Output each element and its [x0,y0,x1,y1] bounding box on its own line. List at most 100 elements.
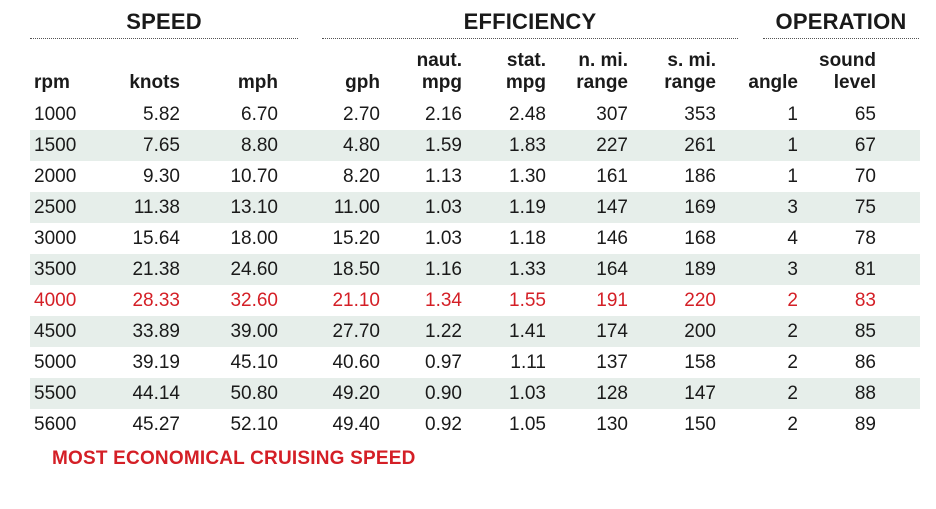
cell-stat-mpg: 1.55 [509,289,546,311]
header-mph: mph [237,72,278,93]
cell-gph: 4.80 [278,130,380,161]
cell-gph: 49.20 [278,378,380,409]
cell-sound-level: 78 [854,227,876,249]
cell-n-mi-range: 174 [546,316,628,347]
cell-naut-mpg: 1.03 [380,192,462,223]
table-row: 3000 15.64 18.00 15.20 1.03 1.18 146 168 4 78 [30,223,920,254]
cell-s-mi-range: 189 [628,254,716,285]
cell-knots: 28.33 [132,289,180,311]
header-sound-level: sound level [819,50,876,93]
cell-s-mi-range: 158 [684,351,716,373]
cell-knots: 45.27 [132,413,180,435]
cell-s-mi-range: 261 [628,130,716,161]
table-row: 1000 5.82 6.70 2.70 2.16 2.48 307 353 1 65 [30,99,920,130]
cell-mph: 39.00 [180,316,278,347]
cell-rpm: 2500 [30,192,100,223]
cell-n-mi-range: 147 [546,192,628,223]
table-row: 1500 7.65 8.80 4.80 1.59 1.83 227 261 1 67 [30,130,920,161]
cell-s-mi-range: 147 [628,378,716,409]
cell-naut-mpg: 0.90 [380,378,462,409]
section-title-speed: SPEED [126,9,202,34]
cell-naut-mpg: 0.97 [425,351,462,373]
cell-spacer [876,285,920,316]
header-s-mi-range: s. mi. range [664,50,716,93]
header-knots: knots [129,72,180,93]
cell-knots: 33.89 [100,316,180,347]
cell-gph: 11.00 [278,192,380,223]
cell-rpm: 5000 [34,351,77,373]
cell-naut-mpg: 0.92 [425,413,462,435]
cell-naut-mpg: 1.34 [425,289,462,311]
cell-stat-mpg: 1.33 [462,254,546,285]
cell-mph: 50.80 [180,378,278,409]
cell-naut-mpg: 2.16 [425,103,462,125]
cell-s-mi-range: 169 [628,192,716,223]
cell-gph: 18.50 [278,254,380,285]
cell-spacer [876,378,920,409]
cell-s-mi-range: 353 [684,103,716,125]
header-angle: angle [748,72,798,93]
cell-s-mi-range: 150 [684,413,716,435]
cell-knots: 15.64 [132,227,180,249]
table-header-row: rpm knots mph gph naut. mpg stat. mpg n. m… [30,40,920,99]
cell-gph: 8.20 [343,165,380,187]
section-divider-operation [763,38,919,39]
cell-s-mi-range: 220 [684,289,716,311]
cell-mph: 32.60 [230,289,278,311]
cell-naut-mpg: 1.03 [425,227,462,249]
cell-rpm: 3000 [34,227,77,249]
cell-spacer [876,161,920,192]
cell-stat-mpg: 1.11 [510,351,546,373]
cell-knots: 5.82 [143,103,180,125]
cell-naut-mpg: 1.13 [425,165,462,187]
section-divider-efficiency [322,38,738,39]
cell-n-mi-range: 128 [546,378,628,409]
cell-sound-level: 89 [854,413,876,435]
cell-spacer [876,99,920,130]
cell-s-mi-range: 168 [684,227,716,249]
cell-stat-mpg: 1.05 [509,413,546,435]
cell-knots: 11.38 [100,192,180,223]
cell-angle: 1 [716,130,798,161]
table-row: 5000 39.19 45.10 40.60 0.97 1.11 137 158 2 86 [30,347,920,378]
cell-mph: 18.00 [230,227,278,249]
cell-gph: 49.40 [332,413,380,435]
cell-sound-level: 67 [798,130,876,161]
cell-n-mi-range: 161 [596,165,628,187]
cell-n-mi-range: 227 [546,130,628,161]
cell-knots: 44.14 [100,378,180,409]
legend-note: MOST ECONOMICAL CRUISING SPEED [52,448,416,469]
cell-n-mi-range: 191 [596,289,628,311]
header-naut-mpg: naut. mpg [416,50,462,93]
cell-gph: 27.70 [278,316,380,347]
cell-s-mi-range: 186 [684,165,716,187]
cell-mph: 8.80 [180,130,278,161]
cell-mph: 24.60 [180,254,278,285]
header-gph: gph [345,72,380,93]
cell-sound-level: 83 [854,289,876,311]
cell-n-mi-range: 130 [596,413,628,435]
cell-angle: 3 [716,254,798,285]
table-row: 3500 21.38 24.60 18.50 1.16 1.33 164 189 3 81 [30,254,920,285]
cell-sound-level: 70 [854,165,876,187]
cell-angle: 2 [716,378,798,409]
cell-spacer [876,409,920,440]
cell-n-mi-range: 307 [596,103,628,125]
cell-stat-mpg: 2.48 [509,103,546,125]
table-row: 5600 45.27 52.10 49.40 0.92 1.05 130 150 2 89 [30,409,920,440]
cell-spacer [876,254,920,285]
cell-angle: 1 [787,103,798,125]
cell-angle: 2 [787,289,798,311]
cell-rpm: 2000 [34,165,77,187]
cell-mph: 45.10 [230,351,278,373]
table-row: 2500 11.38 13.10 11.00 1.03 1.19 147 169 3 75 [30,192,920,223]
cell-naut-mpg: 1.22 [380,316,462,347]
cell-stat-mpg: 1.83 [462,130,546,161]
section-title-operation: OPERATION [775,9,907,34]
cell-angle: 2 [787,351,798,373]
cell-sound-level: 88 [798,378,876,409]
cell-sound-level: 75 [798,192,876,223]
cell-mph: 10.70 [230,165,278,187]
cell-spacer [876,316,920,347]
cell-knots: 9.30 [143,165,180,187]
